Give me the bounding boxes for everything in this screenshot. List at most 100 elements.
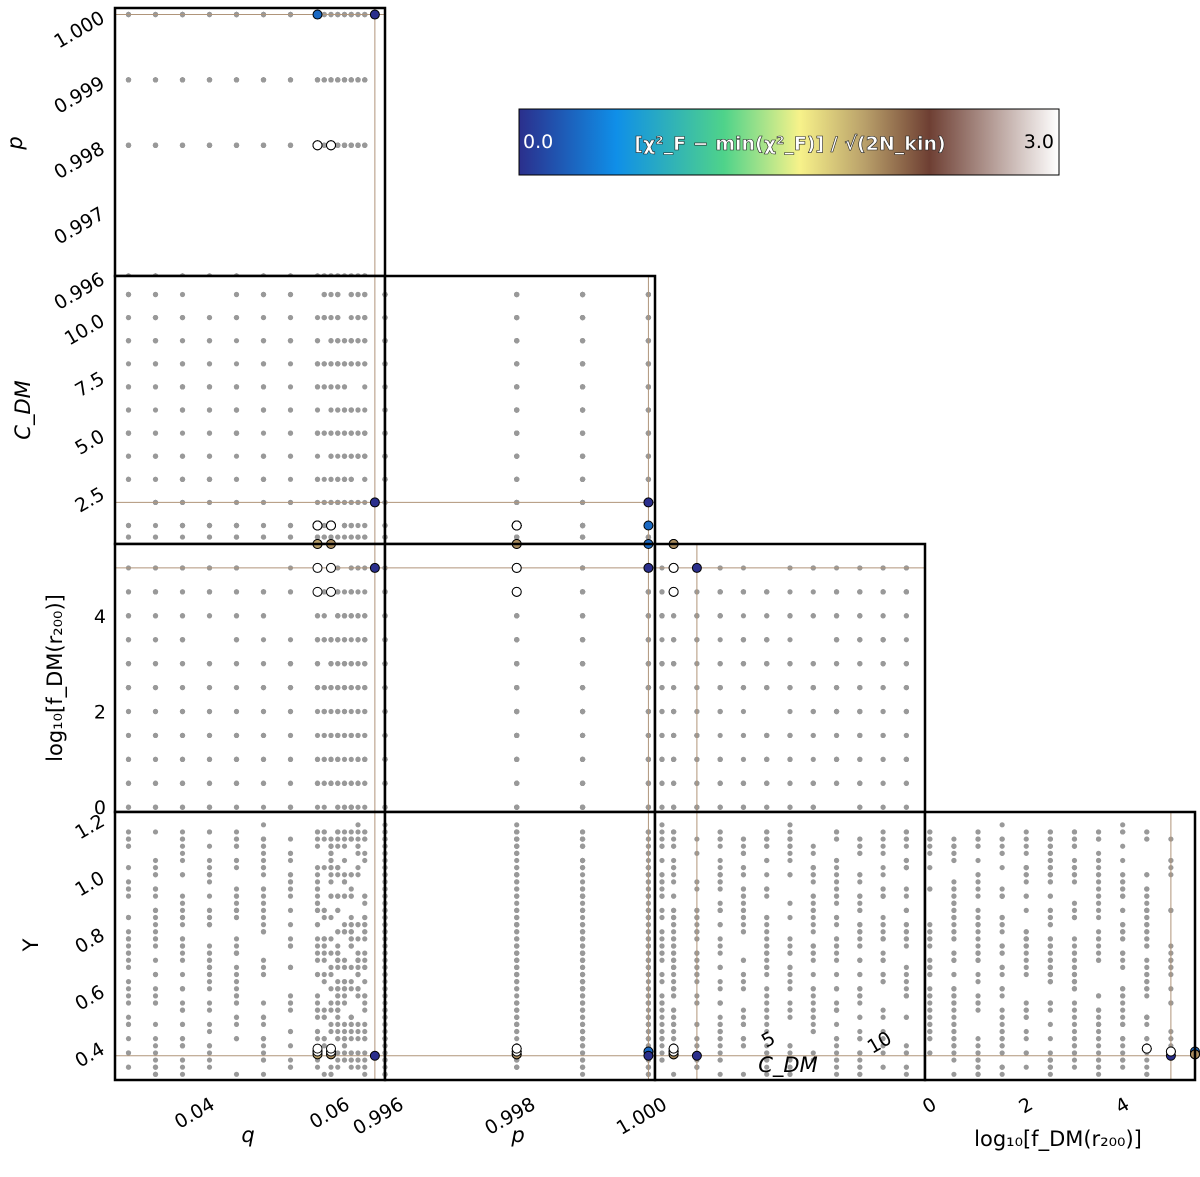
explored-model-point xyxy=(659,822,665,828)
explored-model-point xyxy=(671,829,677,835)
explored-model-point xyxy=(659,684,665,691)
explored-model-point xyxy=(179,1000,186,1006)
explored-model-point xyxy=(233,936,240,942)
explored-model-point xyxy=(355,142,361,148)
explored-model-point xyxy=(233,886,240,892)
explored-model-point xyxy=(362,914,368,921)
explored-model-point xyxy=(355,291,361,298)
explored-model-point xyxy=(260,338,267,344)
explored-model-point xyxy=(355,1036,361,1042)
explored-model-point xyxy=(287,1000,294,1006)
panel-p-vs-CDM xyxy=(382,274,657,546)
explored-model-point xyxy=(903,979,909,985)
explored-model-point xyxy=(152,907,159,913)
explored-model-point xyxy=(348,589,354,595)
explored-model-point xyxy=(1120,957,1126,963)
explored-model-point xyxy=(362,1071,368,1077)
explored-model-point xyxy=(260,922,267,928)
explored-model-point xyxy=(335,907,341,913)
explored-model-point xyxy=(314,1036,321,1042)
explored-model-point xyxy=(260,1050,267,1056)
explored-model-point xyxy=(514,914,520,921)
explored-model-point xyxy=(671,613,677,619)
explored-model-point xyxy=(787,936,793,942)
explored-model-point xyxy=(764,893,770,899)
explored-model-point xyxy=(206,1028,213,1035)
explored-model-point xyxy=(810,661,816,667)
explored-model-point xyxy=(764,589,770,595)
explored-model-point xyxy=(348,756,354,762)
explored-model-point xyxy=(833,1007,840,1013)
explored-model-point xyxy=(328,950,334,956)
explored-model-point xyxy=(233,979,240,985)
explored-model-point xyxy=(125,929,132,935)
explored-model-point xyxy=(975,907,981,913)
explored-model-point xyxy=(314,314,321,321)
explored-model-point xyxy=(341,843,348,849)
explored-model-point xyxy=(206,77,213,83)
explored-model-point xyxy=(355,661,361,667)
explored-model-point xyxy=(362,142,368,148)
explored-model-point xyxy=(328,708,334,715)
explored-model-point xyxy=(125,430,132,436)
explored-model-point xyxy=(514,929,520,935)
explored-model-point xyxy=(717,964,723,970)
explored-model-point xyxy=(362,1057,368,1063)
explored-model-point xyxy=(152,430,159,436)
explored-model-point xyxy=(1047,1050,1053,1056)
explored-model-point xyxy=(362,900,368,906)
explored-model-point xyxy=(152,384,159,390)
explored-model-point xyxy=(321,77,327,83)
explored-model-point xyxy=(179,907,186,913)
explored-model-point xyxy=(348,338,354,344)
explored-model-point xyxy=(355,843,361,849)
explored-model-point xyxy=(1095,950,1102,956)
explored-model-point xyxy=(857,1000,863,1006)
explored-model-point xyxy=(287,780,294,786)
explored-model-point xyxy=(179,936,186,942)
explored-model-point xyxy=(514,843,520,849)
explored-model-point xyxy=(321,979,327,985)
best-model-point xyxy=(643,1050,654,1061)
explored-model-point xyxy=(579,1036,586,1042)
explored-model-point xyxy=(125,886,132,892)
explored-model-point xyxy=(206,986,213,992)
explored-model-point xyxy=(833,1064,840,1070)
explored-model-point xyxy=(857,929,863,935)
explored-model-point xyxy=(833,613,840,619)
explored-model-point xyxy=(362,964,368,970)
explored-model-point xyxy=(125,476,132,482)
explored-model-point xyxy=(717,1028,723,1035)
best-model-point xyxy=(312,520,323,531)
explored-model-point xyxy=(348,476,354,482)
explored-model-point xyxy=(260,872,267,878)
explored-model-point xyxy=(764,732,770,739)
explored-model-point xyxy=(362,780,368,786)
explored-model-point xyxy=(260,964,267,970)
explored-model-point xyxy=(671,836,677,842)
explored-model-point xyxy=(740,907,747,913)
explored-model-point xyxy=(579,732,586,739)
explored-model-point xyxy=(787,732,793,739)
explored-model-point xyxy=(903,886,909,892)
explored-model-point xyxy=(579,1007,586,1013)
explored-model-point xyxy=(179,1057,186,1063)
explored-model-point xyxy=(833,1043,840,1049)
explored-model-point xyxy=(880,780,886,786)
explored-model-point xyxy=(659,843,665,849)
explored-model-point xyxy=(348,407,354,413)
explored-model-point xyxy=(179,407,186,413)
explored-model-point xyxy=(125,943,132,949)
explored-model-point xyxy=(335,314,341,321)
explored-model-point xyxy=(260,857,267,864)
explored-model-point xyxy=(880,684,886,691)
explored-model-point xyxy=(740,957,747,963)
explored-model-point xyxy=(260,453,267,459)
explored-model-point xyxy=(206,613,213,619)
explored-model-point xyxy=(579,384,586,390)
explored-model-point xyxy=(833,950,840,956)
explored-model-point xyxy=(341,1021,348,1028)
explored-model-point xyxy=(287,756,294,762)
panel-background xyxy=(385,276,655,544)
explored-model-point xyxy=(152,1021,159,1028)
